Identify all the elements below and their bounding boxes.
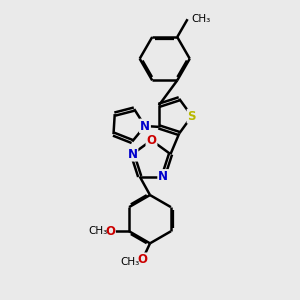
Text: CH₃: CH₃ <box>121 257 140 267</box>
Text: O: O <box>137 254 147 266</box>
Text: S: S <box>188 110 196 123</box>
Text: O: O <box>105 225 115 238</box>
Text: CH₃: CH₃ <box>88 226 108 236</box>
Text: O: O <box>146 134 157 147</box>
Text: N: N <box>158 170 168 183</box>
Text: N: N <box>128 148 137 160</box>
Text: N: N <box>140 119 150 133</box>
Text: CH₃: CH₃ <box>191 14 210 24</box>
